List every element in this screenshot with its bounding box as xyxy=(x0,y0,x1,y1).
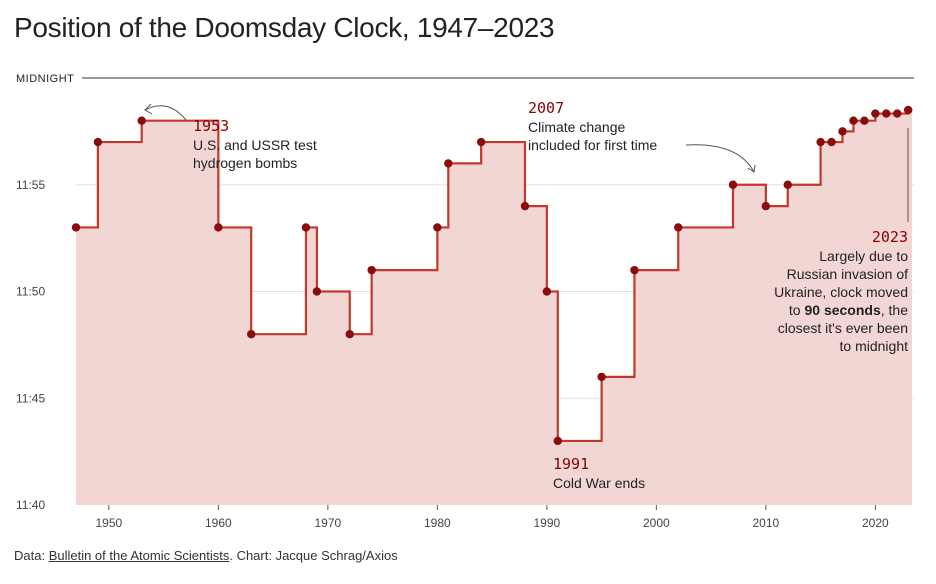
x-tick-label: 1950 xyxy=(95,516,122,530)
annotation-2007-arrow-head xyxy=(747,164,756,173)
annotation-2023-text: Largely due to xyxy=(819,248,908,264)
x-tick-label: 1990 xyxy=(533,516,560,530)
data-point xyxy=(893,109,902,118)
axis: MIDNIGHT 11:55 11:50 11:45 11:40 1950 1960 1970… xyxy=(14,72,914,530)
annotation-2023-year: 2023 xyxy=(872,228,908,246)
data-point xyxy=(367,265,376,275)
midnight-label: MIDNIGHT xyxy=(16,73,74,85)
annotation-1991-text: Cold War ends xyxy=(553,475,645,491)
annotation-1953-text: U.S. and USSR test xyxy=(193,137,317,153)
data-point xyxy=(674,223,683,232)
midnight-label-bg xyxy=(14,72,82,84)
area-fill xyxy=(76,110,913,506)
data-point xyxy=(345,330,354,339)
annotation-1953-arrow-head xyxy=(144,103,153,115)
annotation-1953-year: 1953 xyxy=(193,117,229,135)
annotation-2007-text: included for first time xyxy=(528,137,657,153)
annotation-2023-text: to midnight xyxy=(840,338,909,354)
data-point xyxy=(827,137,836,147)
data-point xyxy=(542,287,552,296)
annotation-2007-year: 2007 xyxy=(528,99,564,117)
data-point xyxy=(882,109,891,118)
y-tick-label: 11:40 xyxy=(16,498,45,512)
annotation-2023-text: Russian invasion of xyxy=(787,266,909,282)
annotation-2007-text: Climate change xyxy=(528,119,625,135)
data-points xyxy=(71,105,913,446)
y-tick-label: 11:55 xyxy=(16,178,45,192)
data-point xyxy=(247,330,256,339)
x-tick-label: 2000 xyxy=(643,516,670,530)
data-point xyxy=(312,287,322,296)
data-point xyxy=(838,127,847,136)
source-suffix: . Chart: Jacque Schrag/Axios xyxy=(229,548,398,563)
x-tick-label: 1960 xyxy=(205,516,232,530)
source-note: Data: Bulletin of the Atomic Scientists.… xyxy=(14,548,398,563)
data-point xyxy=(860,116,869,125)
data-point xyxy=(761,201,771,211)
annotation-1953-arrow xyxy=(144,105,187,121)
data-point xyxy=(520,201,530,211)
data-point xyxy=(783,180,792,189)
data-point xyxy=(476,137,486,147)
y-tick-label: 11:50 xyxy=(16,285,45,299)
data-point xyxy=(93,137,103,147)
chart-title: Position of the Doomsday Clock, 1947–202… xyxy=(14,12,555,43)
x-tick-label: 2020 xyxy=(862,516,889,530)
data-point xyxy=(849,116,858,125)
data-point xyxy=(137,116,146,125)
y-tick-label: 11:45 xyxy=(16,391,45,405)
data-point xyxy=(301,223,311,232)
annotation-1953-text: hydrogen bombs xyxy=(193,155,297,171)
data-point xyxy=(597,372,606,382)
data-point xyxy=(214,223,223,232)
data-point xyxy=(553,436,562,446)
x-tick-label: 2010 xyxy=(752,516,779,530)
data-point xyxy=(433,223,442,232)
x-tick-label: 1970 xyxy=(314,516,341,530)
annotation-2007-arrow xyxy=(685,144,755,173)
source-prefix: Data: xyxy=(14,548,49,563)
annotation-2023-text: closest it's ever been xyxy=(778,320,908,336)
annotation-2023-text: Ukraine, clock moved xyxy=(774,284,908,300)
data-point xyxy=(630,265,639,275)
data-point xyxy=(816,137,825,147)
x-tick-label: 1980 xyxy=(424,516,451,530)
data-point xyxy=(904,105,913,115)
data-point xyxy=(871,109,880,118)
source-link[interactable]: Bulletin of the Atomic Scientists xyxy=(48,548,230,563)
annotation-1991-year: 1991 xyxy=(553,455,589,473)
data-point xyxy=(71,223,81,232)
annotations: 1953 U.S. and USSR test hydrogen bombs 2007… xyxy=(144,99,909,491)
data-point xyxy=(728,180,738,189)
data-point xyxy=(444,159,453,168)
annotation-2023-text: to 90 seconds, the xyxy=(789,302,908,318)
